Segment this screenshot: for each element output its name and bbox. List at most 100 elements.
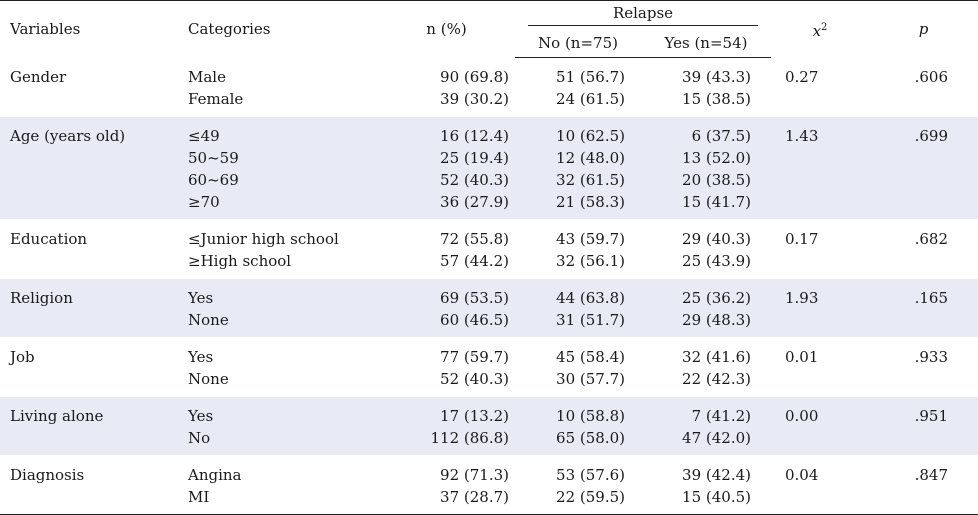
p-value-cell: .682 (869, 219, 978, 279)
table-row: Job Yes None 77 (59.7) 52 (40.3) 45 (58.4) 30 … (0, 337, 978, 397)
header-n-pct: n (%) (378, 0, 515, 58)
x2-cell: 1.93 (771, 278, 869, 338)
relapse-yes-cell: 32 (41.6) 22 (42.3) (641, 337, 771, 397)
relapse-yes-cell: 25 (36.2) 29 (48.3) (641, 278, 771, 338)
n-pct-cell: 92 (71.3) 37 (28.7) (378, 455, 515, 515)
relapse-no-cell-line: 51 (56.7) (556, 68, 625, 86)
x2-cell: 0.01 (771, 337, 869, 397)
relapse-yes-cell: 7 (41.2) 47 (42.0) (641, 396, 771, 456)
relapse-no-cell-line: 43 (59.7) (556, 230, 625, 248)
relapse-no-cell-line: 31 (51.7) (556, 311, 625, 329)
n-pct-cell-line: 77 (59.7) (440, 348, 509, 366)
n-pct-cell-line: 36 (27.9) (440, 193, 509, 211)
p-value-cell: .847 (869, 455, 978, 515)
header-no: No (n=75) (515, 28, 641, 58)
n-pct-cell-line: 60 (46.5) (440, 311, 509, 329)
variable-cell: Education (0, 219, 178, 279)
relapse-no-cell: 44 (63.8) 31 (51.7) (515, 278, 641, 338)
category-cell-line: Angina (188, 466, 242, 484)
header-yes: Yes (n=54) (641, 28, 771, 58)
relapse-no-cell: 53 (57.6) 22 (59.5) (515, 455, 641, 515)
n-pct-cell-line: 69 (53.5) (440, 289, 509, 307)
category-cell: ≤49 50~59 60~69 ≥70 (178, 116, 378, 220)
n-pct-cell-line: 52 (40.3) (440, 171, 509, 189)
n-pct-cell-line: 39 (30.2) (440, 89, 509, 108)
n-pct-cell: 77 (59.7) 52 (40.3) (378, 337, 515, 397)
category-cell-line: Male (188, 67, 226, 86)
p-value-cell: .951 (869, 396, 978, 456)
relapse-yes-cell-line: 39 (43.3) (682, 68, 751, 86)
n-pct-cell: 16 (12.4) 25 (19.4) 52 (40.3) 36 (27.9) (378, 116, 515, 220)
category-cell-line: Female (188, 89, 244, 108)
n-pct-cell-line: 72 (55.8) (440, 230, 509, 248)
relapse-no-cell: 51 (56.7) 24 (61.5) (515, 57, 641, 117)
x2-cell: 0.00 (771, 396, 869, 456)
relapse-yes-cell-line: 25 (43.9) (682, 252, 751, 270)
category-cell-line: ≤Junior high school (188, 230, 339, 248)
relapse-yes-cell-line: 20 (38.5) (682, 171, 751, 189)
n-pct-cell: 72 (55.8) 57 (44.2) (378, 219, 515, 279)
variable-cell: Living alone (0, 396, 178, 456)
category-cell-line: None (188, 370, 229, 388)
category-cell-line: ≥70 (188, 193, 220, 211)
relapse-no-cell: 45 (58.4) 30 (57.7) (515, 337, 641, 397)
x2-cell: 1.43 (771, 116, 869, 220)
x2-cell: 0.27 (771, 57, 869, 117)
relapse-yes-cell-line: 25 (36.2) (682, 289, 751, 307)
relapse-yes-cell-line: 15 (38.5) (682, 90, 751, 108)
n-pct-cell: 17 (13.2) 112 (86.8) (378, 396, 515, 456)
category-cell: Yes None (178, 337, 378, 397)
relapse-yes-cell-line: 7 (41.2) (691, 407, 751, 425)
variable-cell: Religion (0, 278, 178, 338)
relapse-no-cell: 10 (62.5) 12 (48.0) 32 (61.5) 21 (58.3) (515, 116, 641, 220)
relapse-yes-cell-line: 39 (42.4) (682, 466, 751, 484)
relapse-no-cell-line: 53 (57.6) (556, 466, 625, 484)
n-pct-cell-line: 16 (12.4) (440, 127, 509, 145)
relapse-no-cell-line: 10 (58.8) (556, 407, 625, 425)
x2-cell: 0.17 (771, 219, 869, 279)
header-relapse: Relapse (612, 3, 674, 22)
category-cell-line: 50~59 (188, 149, 239, 167)
n-pct-cell-line: 37 (28.7) (440, 488, 509, 506)
n-pct-cell-line: 52 (40.3) (440, 370, 509, 388)
relapse-divider (528, 24, 758, 26)
relapse-yes-cell-line: 15 (40.5) (682, 488, 751, 506)
header-x2: x2 (771, 0, 869, 58)
relapse-no-cell-line: 32 (56.1) (556, 252, 625, 270)
relapse-no-cell-line: 30 (57.7) (556, 370, 625, 388)
category-cell: Yes None (178, 278, 378, 338)
header-categories: Categories (178, 0, 378, 58)
table-body: Gender Male Female 90 (69.8) 39 (30.2) 51 (56… (0, 57, 978, 515)
header-x2-base: x (812, 21, 822, 40)
relapse-yes-cell-line: 22 (42.3) (682, 370, 751, 388)
category-cell-line: Yes (188, 289, 214, 307)
relapse-no-cell-line: 10 (62.5) (556, 127, 625, 145)
category-cell-line: MI (188, 488, 210, 506)
relapse-no-cell-line: 12 (48.0) (556, 149, 625, 167)
p-value-cell: .933 (869, 337, 978, 397)
p-value-cell: .165 (869, 278, 978, 338)
relapse-yes-cell-line: 13 (52.0) (682, 149, 751, 167)
n-pct-cell-line: 57 (44.2) (440, 252, 509, 270)
table-row: Education ≤Junior high school ≥High school… (0, 219, 978, 279)
variable-cell: Diagnosis (0, 455, 178, 515)
category-cell: Male Female (178, 57, 378, 117)
relapse-yes-cell: 6 (37.5) 13 (52.0) 20 (38.5) 15 (41.7) (641, 116, 771, 220)
category-cell-line: None (188, 311, 229, 329)
category-cell-line: Yes (188, 407, 214, 425)
relapse-yes-cell: 39 (42.4) 15 (40.5) (641, 455, 771, 515)
relapse-yes-cell-line: 29 (48.3) (682, 311, 751, 329)
table-row: Age (years old) ≤49 50~59 60~69 ≥70 16 (12.4)… (0, 116, 978, 220)
n-pct-cell-line: 90 (69.8) (440, 67, 509, 86)
category-cell-line: 60~69 (188, 171, 239, 189)
variable-cell: Job (0, 337, 178, 397)
relapse-yes-cell: 29 (40.3) 25 (43.9) (641, 219, 771, 279)
n-pct-cell-line: 17 (13.2) (440, 407, 509, 425)
category-cell: ≤Junior high school ≥High school (178, 219, 378, 279)
relapse-no-cell-line: 24 (61.5) (556, 90, 625, 108)
category-cell: Yes No (178, 396, 378, 456)
relapse-yes-cell-line: 15 (41.7) (682, 193, 751, 211)
category-cell: Angina MI (178, 455, 378, 515)
